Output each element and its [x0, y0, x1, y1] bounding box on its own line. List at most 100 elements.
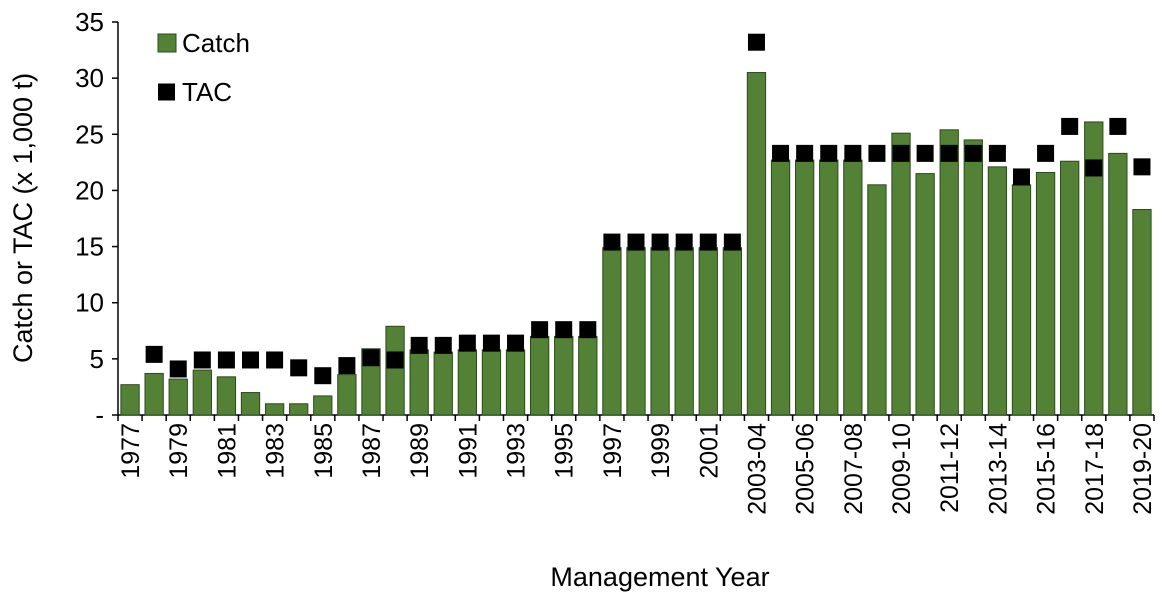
bar — [409, 349, 429, 416]
x-tick-label: 1999 — [647, 423, 675, 479]
marker — [1012, 168, 1030, 186]
bar — [216, 376, 237, 416]
bar — [602, 247, 622, 416]
bar — [1084, 121, 1104, 416]
x-tick-label: 2001 — [695, 423, 723, 479]
bar — [1035, 171, 1056, 416]
bar — [457, 349, 478, 416]
marker — [747, 33, 765, 51]
bar — [481, 349, 502, 416]
marker — [434, 336, 452, 354]
x-tick-label: 2011-12 — [936, 423, 964, 513]
marker — [338, 357, 356, 375]
bar — [746, 72, 767, 416]
marker — [362, 349, 380, 367]
bar — [385, 325, 405, 416]
x-tick-label: 1987 — [358, 423, 386, 479]
marker — [217, 351, 235, 369]
bar — [120, 384, 140, 416]
marker — [699, 233, 717, 251]
bar — [867, 184, 887, 416]
marker — [314, 367, 332, 385]
x-tick-label: 1997 — [599, 423, 627, 479]
bar — [987, 166, 1008, 416]
bar — [819, 159, 839, 416]
marker — [796, 144, 814, 162]
bar — [289, 403, 309, 416]
bar — [939, 129, 959, 416]
marker — [1061, 117, 1079, 135]
marker — [916, 144, 934, 162]
bar — [313, 395, 333, 416]
bar — [264, 403, 285, 416]
y-tick-label: 15 — [75, 232, 104, 262]
marker — [627, 233, 645, 251]
marker — [482, 334, 500, 352]
x-tick-label: 1995 — [551, 423, 579, 479]
legend-swatch — [158, 83, 175, 101]
bar — [794, 159, 815, 416]
bar — [698, 247, 718, 416]
marker — [410, 336, 428, 354]
marker — [772, 144, 790, 162]
marker — [169, 360, 187, 378]
marker — [386, 351, 404, 369]
y-tick-label: 20 — [75, 175, 104, 205]
x-tick-label: 1977 — [117, 423, 145, 479]
marker — [266, 351, 284, 369]
marker — [458, 334, 476, 352]
legend-label: Catch — [182, 28, 250, 58]
marker — [145, 345, 163, 363]
marker — [1085, 159, 1103, 177]
bar — [626, 247, 646, 416]
marker — [1109, 117, 1127, 135]
marker — [988, 144, 1006, 162]
bar — [843, 159, 863, 416]
marker — [844, 144, 862, 162]
bar — [168, 378, 188, 416]
bar — [891, 132, 911, 416]
marker — [964, 144, 982, 162]
x-tick-label: 1979 — [165, 423, 193, 479]
bar — [915, 173, 935, 416]
bar — [674, 247, 694, 416]
x-tick-label: 2013-14 — [984, 423, 1012, 515]
x-tick-label: 1985 — [310, 423, 338, 479]
bar — [770, 159, 791, 416]
y-tick-label: 30 — [75, 63, 104, 93]
marker — [675, 233, 693, 251]
bar — [1060, 160, 1080, 416]
x-axis-title: Management Year — [550, 562, 769, 592]
bar — [144, 372, 164, 416]
bar — [192, 369, 212, 416]
marker — [290, 359, 308, 377]
marker — [1037, 144, 1055, 162]
bar — [1108, 152, 1128, 416]
y-tick-label: 35 — [75, 7, 104, 37]
x-tick-label: 1991 — [454, 423, 482, 479]
marker — [193, 351, 211, 369]
bar — [337, 374, 357, 416]
marker — [603, 233, 621, 251]
x-tick-label: 2017-18 — [1081, 423, 1109, 515]
x-tick-label: 2019-20 — [1129, 423, 1157, 515]
x-tick-label: 1993 — [503, 423, 531, 479]
marker — [820, 144, 838, 162]
legend-label: TAC — [182, 77, 232, 107]
marker — [651, 233, 669, 251]
x-tick-label: 2015-16 — [1033, 423, 1061, 515]
marker — [531, 321, 549, 339]
marker — [242, 351, 260, 369]
marker — [507, 334, 525, 352]
x-tick-label: 1983 — [262, 423, 290, 479]
x-tick-label: 2009-10 — [888, 423, 916, 515]
marker — [892, 144, 910, 162]
y-tick-label: - — [95, 400, 104, 430]
y-axis-title: Catch or TAC (x 1,000 t) — [8, 73, 38, 363]
marker — [579, 321, 597, 339]
bar — [240, 392, 261, 416]
y-tick-label: 5 — [90, 344, 104, 374]
bar — [554, 335, 574, 416]
